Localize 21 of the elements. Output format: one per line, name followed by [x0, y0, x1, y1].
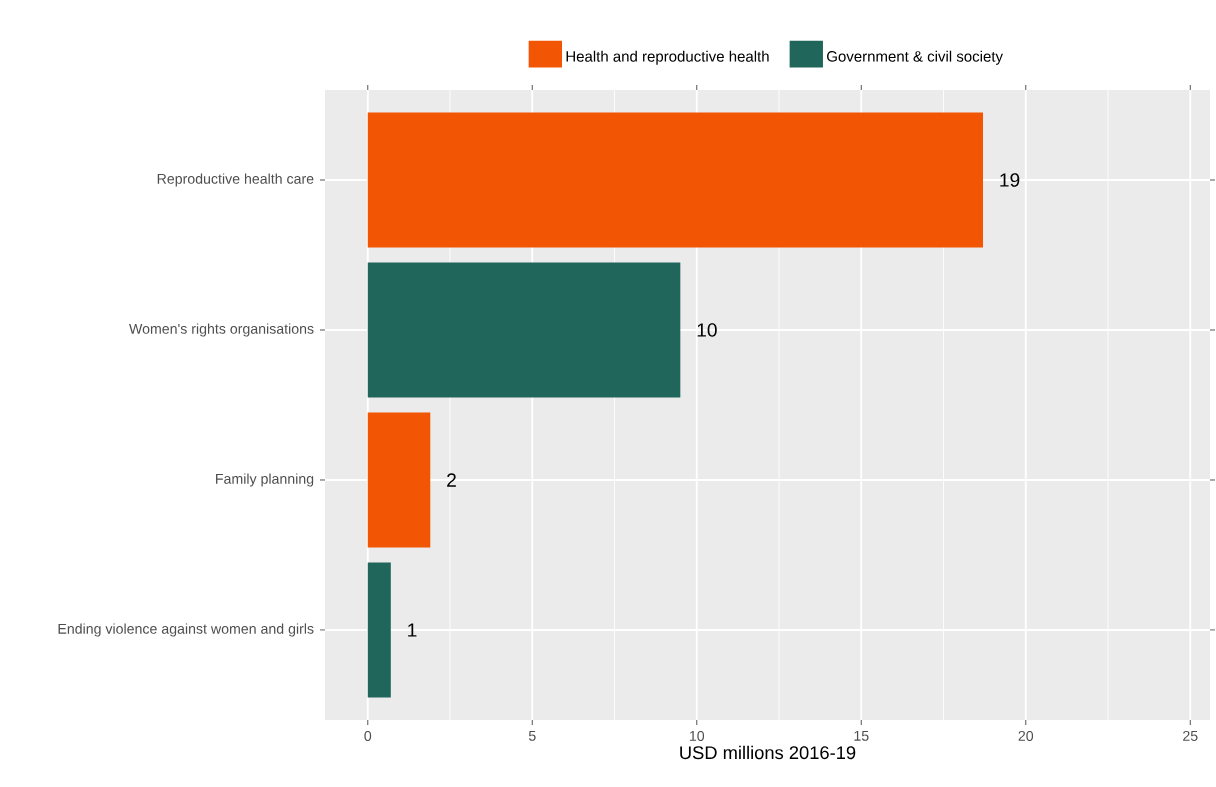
y-tick-label: Ending violence against women and girls: [58, 623, 314, 637]
x-tick-label: 25: [1183, 730, 1198, 741]
x-axis-title: USD millions 2016-19: [680, 745, 856, 760]
y-tick-label: Reproductive health care: [157, 173, 314, 187]
x-tick-label: 15: [854, 730, 869, 741]
data-label: 1: [408, 623, 417, 637]
y-tick-label: Women's rights organisations: [129, 323, 314, 337]
x-tick-label: 20: [1018, 730, 1034, 741]
x-tick-label: 0: [364, 730, 372, 741]
legend-label: Health and reproductive health: [566, 50, 769, 65]
y-tick-label: Family planning: [216, 473, 314, 487]
bar: [367, 562, 391, 698]
bar: [367, 112, 983, 248]
bar: [367, 412, 431, 548]
data-label: 19: [1000, 173, 1020, 187]
bar: [367, 262, 681, 398]
x-tick-label: 5: [528, 730, 536, 741]
legend-label: Government & civil society: [827, 50, 1003, 65]
data-label: 2: [447, 473, 456, 487]
x-tick-label: 10: [689, 730, 705, 741]
data-label: 10: [697, 323, 717, 337]
